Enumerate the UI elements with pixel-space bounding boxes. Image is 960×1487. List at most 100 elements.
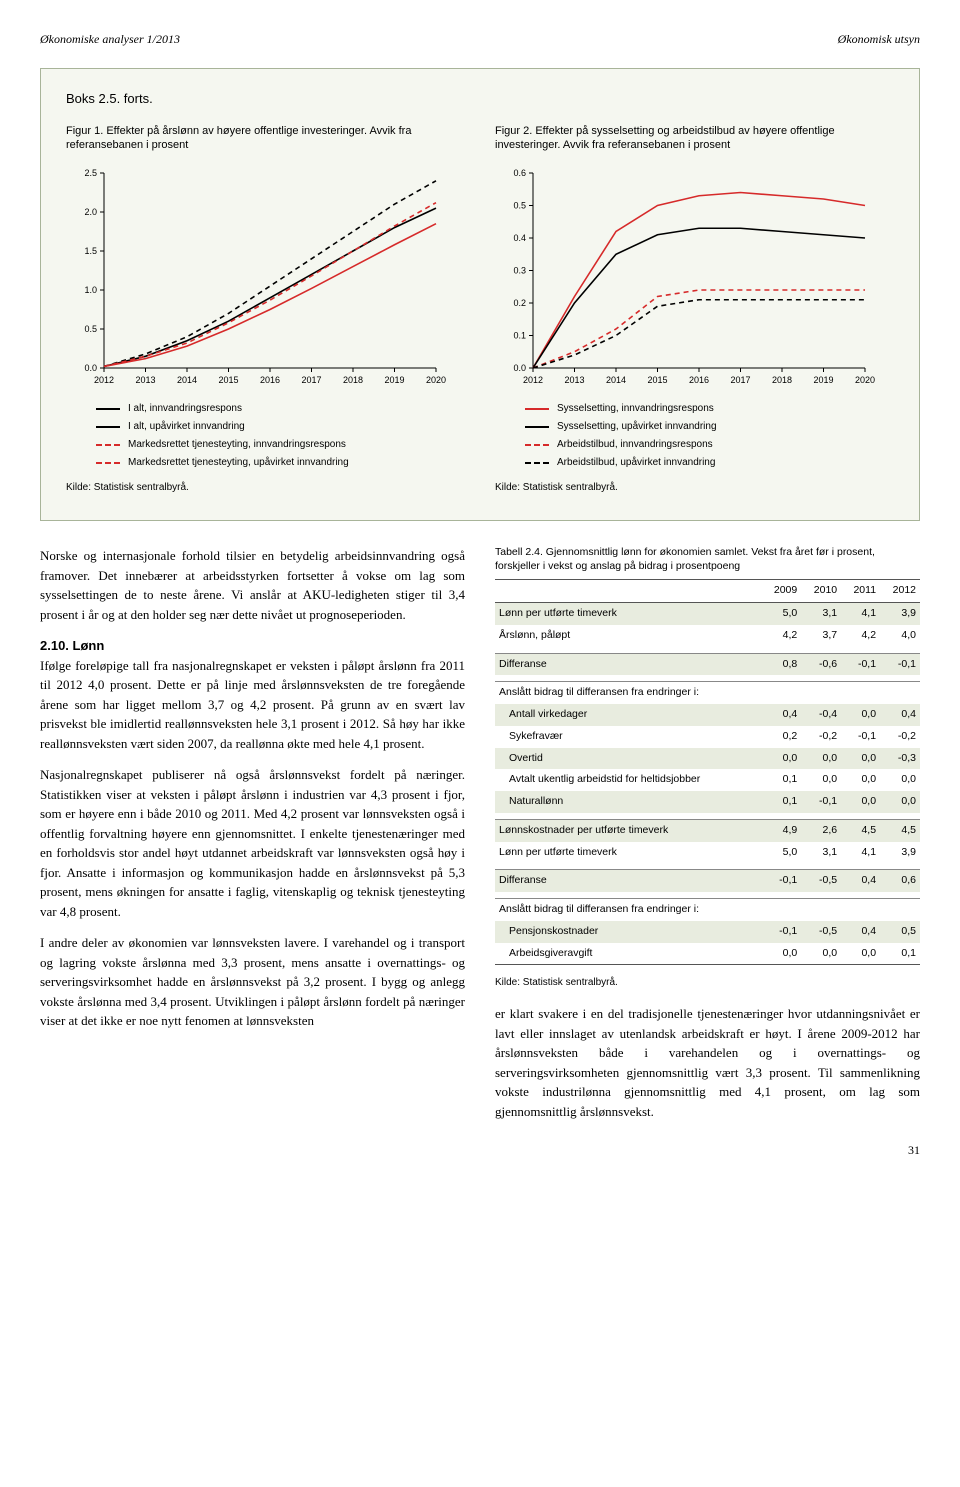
svg-text:2017: 2017: [301, 375, 321, 385]
body-p2: Ifølge foreløpige tall fra nasjonalregns…: [40, 658, 465, 751]
svg-text:2015: 2015: [218, 375, 238, 385]
svg-text:1.5: 1.5: [84, 246, 97, 256]
table-row: Lønn per utførte timeverk5,03,14,13,9: [495, 842, 920, 864]
svg-text:2014: 2014: [606, 375, 626, 385]
table-row: Pensjonskostnader-0,1-0,50,40,5: [495, 921, 920, 943]
table-row: Differanse0,8-0,6-0,1-0,1: [495, 653, 920, 675]
table-cell: 0,0: [841, 791, 880, 813]
table-cell: -0,4: [801, 704, 841, 726]
body-p3: Nasjonalregnskapet publiserer nå også år…: [40, 765, 465, 921]
table-cell: 0,0: [841, 769, 880, 791]
legend-swatch: [525, 408, 549, 410]
legend-swatch: [96, 426, 120, 428]
page-number: 31: [40, 1141, 920, 1159]
table-row: Arbeidsgiveravgift0,00,00,00,1: [495, 943, 920, 965]
table-cell: Avtalt ukentlig arbeidstid for heltidsjo…: [495, 769, 761, 791]
legend-swatch: [96, 408, 120, 410]
fig2-caption: Figur 2. Effekter på sysselsetting og ar…: [495, 124, 894, 154]
legend-item: Arbeidstilbud, innvandringsrespons: [525, 437, 894, 452]
table-cell: [841, 899, 880, 921]
table-cell: -0,2: [801, 726, 841, 748]
legend-item: Sysselsetting, innvandringsrespons: [525, 401, 894, 416]
svg-text:0.0: 0.0: [84, 363, 97, 373]
table-cell: 0,0: [841, 748, 880, 770]
table-cell: -0,5: [801, 921, 841, 943]
legend-item: I alt, upåvirket innvandring: [96, 419, 465, 434]
table-cell: 2,6: [801, 819, 841, 841]
table-row: Anslått bidrag til differansen fra endri…: [495, 899, 920, 921]
legend-swatch: [525, 426, 549, 428]
svg-text:2015: 2015: [647, 375, 667, 385]
svg-text:0.3: 0.3: [513, 266, 526, 276]
table-cell: 0,1: [761, 791, 801, 813]
section-heading-lonn: 2.10. Lønn: [40, 638, 104, 653]
svg-text:2013: 2013: [135, 375, 155, 385]
svg-text:0.5: 0.5: [513, 201, 526, 211]
table-cell: -0,6: [801, 653, 841, 675]
svg-text:2014: 2014: [177, 375, 197, 385]
table-cell: 0,4: [841, 870, 880, 892]
svg-text:0.4: 0.4: [513, 233, 526, 243]
table-cell: 4,5: [880, 819, 920, 841]
table-cell: 4,1: [841, 842, 880, 864]
body-p4: I andre deler av økonomien var lønnsveks…: [40, 933, 465, 1031]
legend-item: Markedsrettet tjenesteyting, upåvirket i…: [96, 455, 465, 470]
table-cell: [880, 899, 920, 921]
header-right: Økonomisk utsyn: [838, 30, 920, 48]
legend-swatch: [525, 462, 549, 464]
table-cell: 0,0: [841, 704, 880, 726]
running-header: Økonomiske analyser 1/2013 Økonomisk uts…: [40, 30, 920, 48]
table-cell: 0,1: [761, 769, 801, 791]
table-row: Lønnskostnader per utførte timeverk4,92,…: [495, 819, 920, 841]
table-cell: 4,9: [761, 819, 801, 841]
table-cell: 4,5: [841, 819, 880, 841]
svg-text:2018: 2018: [772, 375, 792, 385]
table-col-header: 2010: [801, 580, 841, 603]
table-cell: 0,0: [880, 769, 920, 791]
table-cell: [841, 682, 880, 704]
svg-text:0.2: 0.2: [513, 298, 526, 308]
table-cell: 0,8: [761, 653, 801, 675]
legend-item: Markedsrettet tjenesteyting, innvandring…: [96, 437, 465, 452]
table24-source: Kilde: Statistisk sentralbyrå.: [495, 975, 920, 990]
table-col-header: 2009: [761, 580, 801, 603]
table-cell: -0,1: [841, 726, 880, 748]
svg-text:2.5: 2.5: [84, 168, 97, 178]
header-left: Økonomiske analyser 1/2013: [40, 30, 180, 48]
table24-caption: Tabell 2.4. Gjennomsnittlig lønn for øko…: [495, 546, 920, 573]
svg-text:2019: 2019: [384, 375, 404, 385]
table-cell: Lønn per utførte timeverk: [495, 603, 761, 625]
table-cell: 0,4: [761, 704, 801, 726]
fig2-source: Kilde: Statistisk sentralbyrå.: [495, 480, 894, 495]
figure-box: Boks 2.5. forts. Figur 1. Effekter på år…: [40, 68, 920, 521]
table-cell: Overtid: [495, 748, 761, 770]
table-cell: 3,1: [801, 842, 841, 864]
table-cell: 3,9: [880, 603, 920, 625]
svg-text:2016: 2016: [260, 375, 280, 385]
table-cell: Differanse: [495, 653, 761, 675]
svg-text:2017: 2017: [730, 375, 750, 385]
legend-label: Arbeidstilbud, innvandringsrespons: [557, 437, 713, 452]
table-cell: 0,4: [841, 921, 880, 943]
table-cell: -0,3: [880, 748, 920, 770]
table-cell: 0,0: [880, 791, 920, 813]
legend-label: Arbeidstilbud, upåvirket innvandring: [557, 455, 715, 470]
table-col-header: [495, 580, 761, 603]
table-row: Anslått bidrag til differansen fra endri…: [495, 682, 920, 704]
table-cell: 0,5: [880, 921, 920, 943]
fig2-legend: Sysselsetting, innvandringsresponsSyssel…: [495, 401, 894, 470]
legend-label: I alt, upåvirket innvandring: [128, 419, 245, 434]
svg-text:0.6: 0.6: [513, 168, 526, 178]
table-cell: [880, 682, 920, 704]
legend-item: Arbeidstilbud, upåvirket innvandring: [525, 455, 894, 470]
table-row: Sykefravær0,2-0,2-0,1-0,2: [495, 726, 920, 748]
table-cell: Anslått bidrag til differansen fra endri…: [495, 682, 761, 704]
table-cell: 0,0: [761, 943, 801, 965]
table-cell: -0,1: [841, 653, 880, 675]
svg-text:2013: 2013: [564, 375, 584, 385]
legend-swatch: [525, 444, 549, 446]
table-cell: Årslønn, påløpt: [495, 625, 761, 647]
table-cell: Antall virkedager: [495, 704, 761, 726]
table-cell: 0,0: [801, 769, 841, 791]
table-cell: Arbeidsgiveravgift: [495, 943, 761, 965]
